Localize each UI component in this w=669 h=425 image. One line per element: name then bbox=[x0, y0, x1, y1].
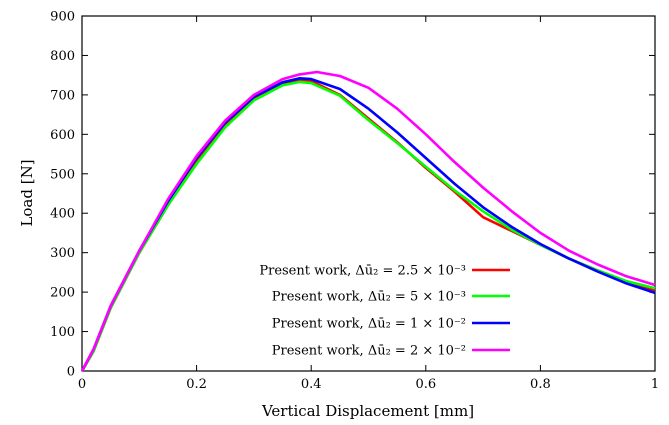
x-tick-label: 0.8 bbox=[530, 377, 551, 392]
y-tick-label: 600 bbox=[50, 128, 75, 143]
legend-label-0: Present work, Δū₂ = 2.5 × 10⁻³ bbox=[259, 264, 466, 279]
x-tick-label: 0 bbox=[78, 377, 86, 392]
y-tick-label: 500 bbox=[50, 167, 75, 182]
y-tick-label: 100 bbox=[50, 325, 75, 340]
legend-label-3: Present work, Δū₂ = 2 × 10⁻² bbox=[272, 344, 466, 359]
x-tick-label: 0.4 bbox=[301, 377, 322, 392]
y-axis-title: Load [N] bbox=[18, 159, 36, 226]
x-tick-label: 1 bbox=[651, 377, 659, 392]
series-lines bbox=[80, 70, 656, 372]
x-tick-label: 0.2 bbox=[186, 377, 207, 392]
y-tick-label: 700 bbox=[50, 88, 75, 103]
y-tick-label: 300 bbox=[50, 246, 75, 261]
x-tick-label: 0.6 bbox=[415, 377, 436, 392]
legend: Present work, Δū₂ = 2.5 × 10⁻³ Present wo… bbox=[259, 264, 510, 359]
y-tick-label: 900 bbox=[50, 10, 75, 25]
y-tick-label: 400 bbox=[50, 207, 75, 222]
legend-label-1: Present work, Δū₂ = 5 × 10⁻³ bbox=[272, 290, 466, 305]
axis-ticks: 0 0.2 0.4 0.6 0.8 1 0 100 200 300 400 500 600 700 800 9… bbox=[50, 10, 659, 393]
y-tick-label: 200 bbox=[50, 286, 75, 301]
y-tick-label: 0 bbox=[67, 365, 75, 380]
y-tick-label: 800 bbox=[50, 49, 75, 64]
legend-label-2: Present work, Δū₂ = 1 × 10⁻² bbox=[272, 317, 466, 332]
series-line-3 bbox=[80, 70, 656, 372]
plot-frame bbox=[81, 15, 656, 372]
x-axis-title: Vertical Displacement [mm] bbox=[261, 402, 474, 420]
